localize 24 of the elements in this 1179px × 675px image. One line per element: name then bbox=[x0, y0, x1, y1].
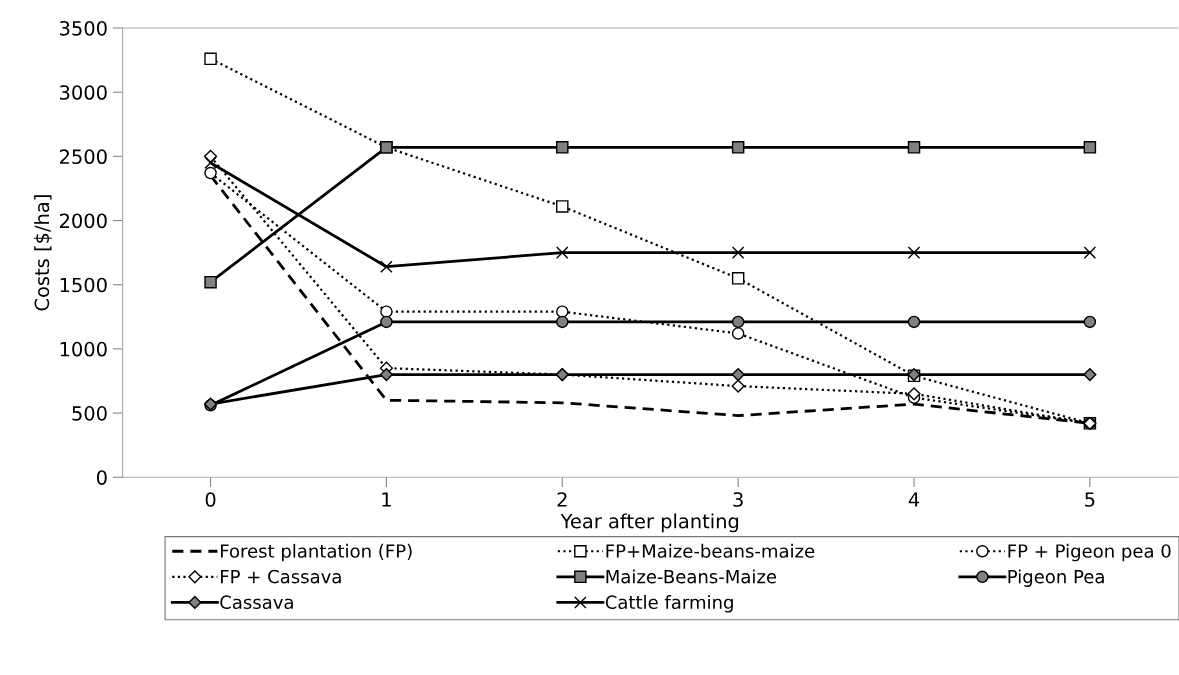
x-tick-label: 0 bbox=[205, 492, 216, 507]
legend-label: FP + Pigeon pea 0 bbox=[1008, 543, 1171, 562]
legend-label: Maize-Beans-Maize bbox=[606, 569, 777, 584]
x-tick-label: 2 bbox=[557, 492, 567, 507]
y-tick-label: 2000 bbox=[59, 213, 107, 229]
x-tick-label: 4 bbox=[908, 492, 920, 507]
legend-label: Cassava bbox=[220, 595, 293, 610]
y-tick-label: 3000 bbox=[60, 85, 107, 100]
legend-label: Pigeon Pea bbox=[1008, 569, 1104, 587]
x-axis-title: Year after planting bbox=[560, 513, 739, 533]
legend-label: FP + Cassava bbox=[221, 569, 341, 584]
y-tick-label: 500 bbox=[72, 406, 107, 421]
x-tick-label: 3 bbox=[733, 492, 743, 507]
y-tick-label: 1000 bbox=[60, 341, 107, 357]
y-tick-label: 2500 bbox=[59, 149, 107, 165]
legend-label: Cattle farming bbox=[605, 595, 733, 613]
x-tick-label: 5 bbox=[1085, 492, 1095, 507]
x-tick-label: 1 bbox=[382, 492, 391, 507]
y-axis-title: Costs [$/ha] bbox=[34, 195, 52, 311]
legend-label: Forest plantation (FP) bbox=[221, 543, 412, 562]
y-tick-label: 1500 bbox=[60, 277, 107, 293]
legend-label: FP+Maize-beans-maize bbox=[606, 543, 815, 558]
y-tick-label: 3500 bbox=[60, 20, 107, 36]
y-tick-label: 0 bbox=[96, 470, 107, 485]
